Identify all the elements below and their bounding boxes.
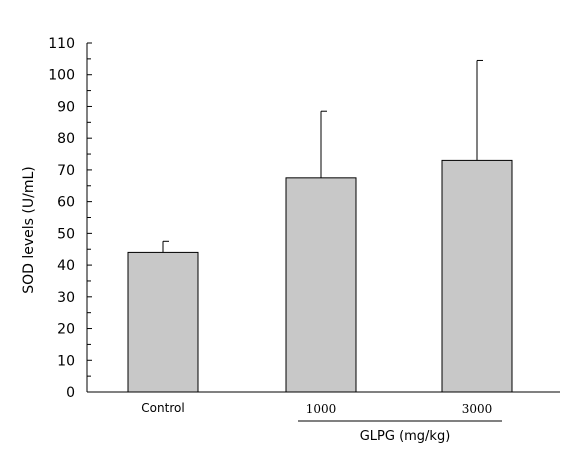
x-tick-label-1000: 1000	[306, 402, 337, 416]
bars	[127, 159, 513, 393]
x-tick-label-3000: 3000	[462, 402, 493, 416]
y-tick-label: 40	[57, 258, 75, 274]
y-tick-label: 110	[48, 36, 75, 52]
y-axis-title: SOD levels (U/mL)	[21, 166, 37, 294]
bar-1000	[285, 177, 357, 393]
y-tick-label: 30	[57, 290, 75, 306]
group-label: GLPG (mg/kg)	[360, 429, 451, 444]
y-tick-label: 60	[57, 195, 75, 211]
y-tick-label: 20	[57, 322, 75, 338]
y-tick-label: 50	[57, 226, 75, 242]
x-axis-labels: Control 1000 3000	[141, 401, 492, 416]
x-tick-label-control: Control	[141, 401, 184, 415]
y-tick-label: 0	[66, 385, 75, 401]
y-tick-label: 90	[57, 99, 75, 115]
y-tick-label: 100	[48, 68, 75, 84]
bar-control	[127, 251, 199, 393]
bar-3000	[441, 159, 513, 393]
y-tick-label: 70	[57, 163, 75, 179]
y-tick-label: 10	[57, 353, 75, 369]
y-tick-label: 80	[57, 131, 75, 147]
error-bars	[162, 59, 483, 253]
